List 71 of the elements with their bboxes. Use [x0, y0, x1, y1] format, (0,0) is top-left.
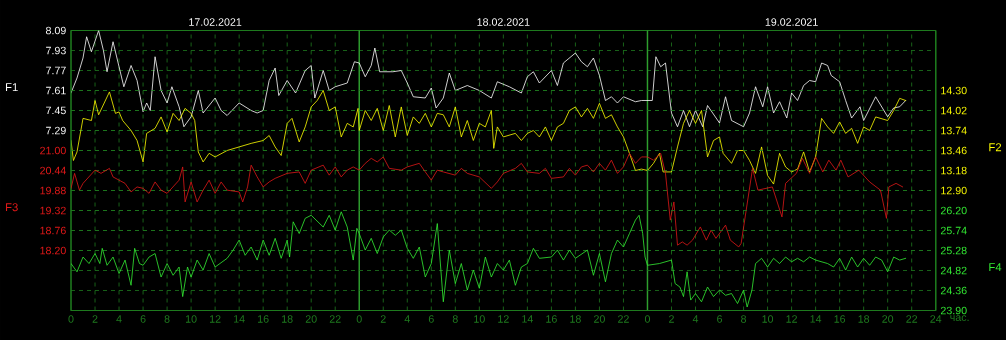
y-tick-label: 7.61	[46, 86, 66, 95]
x-tick-label: 10	[762, 315, 774, 323]
x-tick-label: 2	[92, 315, 98, 323]
y2-tick-label: 14.30	[941, 86, 967, 95]
x-tick-label: 8	[741, 315, 747, 323]
x-tick-label: 18	[282, 315, 293, 323]
y-tick-label: 7.45	[46, 106, 66, 115]
x2-tick-label: 17.02.2021	[189, 18, 242, 26]
x-tick-label: 20	[594, 315, 605, 323]
x-tick-label: 14	[522, 315, 533, 323]
x-tick-label: 6	[717, 315, 723, 323]
y-axis-title: F1	[5, 83, 18, 92]
x-tick-label: 16	[258, 315, 269, 323]
y-tick-label: 8.09	[45, 26, 66, 35]
x-tick-label: 4	[692, 315, 699, 323]
y2-tick-label: 13.46	[941, 146, 967, 155]
x-tick-label: 16	[546, 315, 557, 323]
y-tick-label: 7.29	[46, 126, 66, 135]
x-tick-label: 2	[380, 315, 386, 323]
x-tick-label: 14	[810, 315, 822, 323]
y2-tick-label: 12.90	[941, 186, 967, 195]
x-tick-label: 18	[570, 315, 581, 323]
y-tick-label: 7.77	[46, 66, 66, 75]
x-tick-label: 12	[210, 315, 221, 323]
y3-tick-label: 19.88	[40, 186, 66, 195]
x-tick-label: 8	[164, 315, 170, 323]
x-tick-label: 22	[906, 315, 918, 323]
line-series	[71, 152, 904, 248]
x-tick-label: 22	[329, 315, 341, 323]
y2-tick-label: 24.36	[940, 286, 967, 295]
x-tick-label: 6	[428, 315, 434, 323]
x-tick-label: 10	[474, 315, 485, 323]
x-tick-label: 10	[185, 315, 197, 323]
x-tick-label: 0	[68, 315, 74, 323]
x-tick-label: 16	[834, 315, 846, 323]
x2-tick-label: 19.02.2021	[765, 18, 818, 26]
y3-tick-label: 18.20	[40, 246, 66, 255]
y-tick-label: 7.93	[46, 46, 66, 55]
y3-tick-label: 19.32	[40, 206, 66, 215]
y2-tick-label: 14.02	[941, 106, 967, 115]
y2-tick-label: 23.90	[940, 306, 967, 315]
y2-tick-label: 26.20	[940, 206, 967, 215]
y2-tick-label: 13.74	[941, 126, 967, 135]
x-tick-label: 0	[644, 315, 651, 323]
x-tick-label: 14	[234, 315, 245, 323]
line-series	[71, 211, 907, 308]
x-tick-label: 2	[669, 315, 674, 323]
y3-tick-label: 21.00	[40, 146, 66, 155]
y3-tick-label: 20.44	[40, 166, 66, 175]
x-tick-label: 12	[786, 315, 797, 323]
x-tick-label: 4	[116, 315, 122, 323]
x-axis-title: час.	[950, 315, 969, 322]
x-tick-label: 20	[305, 315, 317, 323]
x2-tick-label: 18.02.2021	[477, 18, 530, 26]
x-tick-label: 20	[882, 315, 894, 323]
x-tick-label: 22	[618, 315, 629, 323]
y2-axis-title: F4	[989, 263, 1002, 272]
x-tick-label: 24	[930, 315, 942, 323]
y3-tick-label: 18.76	[40, 226, 66, 235]
y2-axis-title: F2	[989, 143, 1002, 152]
x-tick-label: 12	[498, 315, 509, 323]
x-tick-label: 4	[404, 315, 410, 323]
y2-tick-label: 25.28	[940, 246, 967, 255]
y2-tick-label: 25.74	[940, 226, 967, 235]
x-tick-label: 6	[140, 315, 146, 323]
x-tick-label: 0	[356, 315, 362, 323]
y2-tick-label: 13.18	[941, 166, 967, 175]
x-tick-label: 8	[452, 315, 458, 323]
x-tick-label: 18	[858, 315, 870, 323]
y3-axis-title: F3	[5, 203, 18, 212]
y2-tick-label: 24.82	[940, 266, 967, 275]
